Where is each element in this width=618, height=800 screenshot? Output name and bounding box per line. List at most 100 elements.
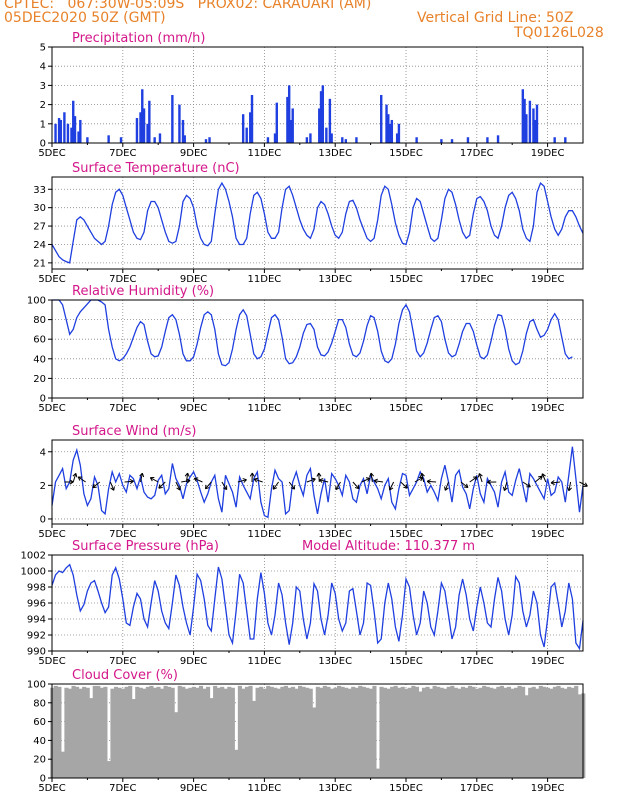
precip-bar <box>142 108 146 143</box>
wind-arrow <box>77 476 86 483</box>
precip-bar <box>528 100 532 143</box>
cloud-bar <box>110 688 115 778</box>
precip-bar <box>330 133 333 143</box>
cloud-bar <box>432 685 437 778</box>
cloud-bar <box>223 688 228 778</box>
wind-arrow <box>427 480 437 483</box>
cloud-bar <box>121 688 126 778</box>
precip-bar <box>328 98 332 143</box>
x-tick-label: 11DEC <box>248 148 282 159</box>
plot-frame <box>51 439 584 525</box>
cloud-bar <box>446 686 451 778</box>
series-line <box>51 446 584 519</box>
precip-bar <box>146 123 149 143</box>
precip-bar <box>486 137 489 143</box>
wind-arrow <box>421 473 425 483</box>
y-tick-label: 1002 <box>21 551 46 562</box>
precip-bar <box>355 137 358 143</box>
cloud-bar <box>167 686 172 778</box>
wind-arrowhead <box>369 472 375 477</box>
x-tick-label: 11DEC <box>248 274 282 285</box>
wind-arrowhead <box>541 473 546 478</box>
cloud-bar <box>372 685 377 778</box>
cloud-bar <box>361 686 366 778</box>
wind-arrow <box>370 473 373 483</box>
wind-arrow <box>374 480 384 483</box>
wind-arrowhead <box>388 486 394 491</box>
x-tick-label: 13DEC <box>318 403 352 414</box>
precip-bar <box>245 127 248 143</box>
cloud-bar <box>489 687 494 778</box>
cloud-bar <box>142 688 147 778</box>
wind-arrowhead <box>463 483 469 489</box>
wind-arrowhead <box>139 472 145 478</box>
precip-bar <box>395 133 399 143</box>
wind-arrow <box>503 481 508 491</box>
cloud-bar <box>538 685 543 778</box>
x-tick-label: 9DEC <box>180 274 207 285</box>
precip-bar <box>291 108 294 143</box>
cloud-bar <box>450 685 455 778</box>
cloud-bar <box>106 761 112 778</box>
panel-title: Precipitation (mm/h) <box>72 31 205 46</box>
wind-arrowhead <box>444 486 449 491</box>
wind-arrowhead <box>72 473 78 478</box>
cloud-bar <box>354 687 359 778</box>
precip-bar <box>148 100 151 143</box>
wind-arrow <box>140 473 143 483</box>
chart-panel-4: 0 2 4 5DEC 7DEC 9DEC 11DEC 13DEC 15DEC 17DEC 19DEC… <box>38 424 588 540</box>
cloud-bar <box>89 698 94 778</box>
y-tick-label: 994 <box>27 615 46 626</box>
precip-bar <box>183 135 186 143</box>
cloud-bar <box>506 686 512 778</box>
precip-bar <box>523 98 526 143</box>
wind-arrowhead <box>550 480 555 486</box>
x-tick-label: 17DEC <box>460 274 494 285</box>
y-tick-label: 21 <box>33 258 46 269</box>
cloud-bar <box>64 687 69 778</box>
wind-arrowhead <box>354 484 360 490</box>
cloud-bar <box>202 688 207 778</box>
cloud-bar <box>273 687 278 778</box>
wind-arrowhead <box>319 478 324 484</box>
cloud-bar <box>492 688 497 778</box>
x-tick-label: 15DEC <box>389 274 423 285</box>
wind-arrow <box>124 480 134 483</box>
precip-bar <box>535 104 539 143</box>
x-tick-label: 13DEC <box>318 656 352 667</box>
precip-bar <box>266 137 270 143</box>
wind-arrowhead <box>193 477 199 482</box>
plot-frame <box>51 176 584 270</box>
cloud-bar <box>390 686 395 778</box>
precip-bar <box>208 137 211 143</box>
cloud-bar <box>195 687 200 778</box>
panel-title: Cloud Cover (%) <box>72 668 178 683</box>
y-tick-label: 27 <box>33 222 46 233</box>
cloud-bar <box>305 687 310 778</box>
x-tick-label: 7DEC <box>109 403 136 414</box>
precip-bar <box>521 89 525 143</box>
wind-arrowhead <box>158 484 163 489</box>
wind-arrow <box>205 481 212 490</box>
precip-bar <box>72 100 75 143</box>
cloud-bar <box>213 685 218 778</box>
precip-bar <box>325 127 328 143</box>
cloud-bar <box>113 686 119 778</box>
y-tick-label: 40 <box>33 736 46 747</box>
cloud-bar <box>237 685 242 778</box>
precip-bar <box>63 112 66 143</box>
wind-arrowhead <box>290 485 296 490</box>
y-tick-label: 1 <box>40 119 46 130</box>
x-tick-label: 17DEC <box>460 783 494 794</box>
cloud-bar <box>439 687 444 778</box>
x-tick-label: 17DEC <box>460 529 494 540</box>
cloud-bar <box>220 686 225 778</box>
x-tick-label: 11DEC <box>248 656 282 667</box>
wind-arrowhead <box>253 477 259 483</box>
y-tick-label: 2 <box>40 481 46 492</box>
cloud-bar <box>393 685 398 778</box>
wind-arrow <box>306 478 316 483</box>
wind-arrowhead <box>272 485 278 490</box>
cloud-bar <box>301 686 306 778</box>
cloud-bar <box>138 687 143 778</box>
